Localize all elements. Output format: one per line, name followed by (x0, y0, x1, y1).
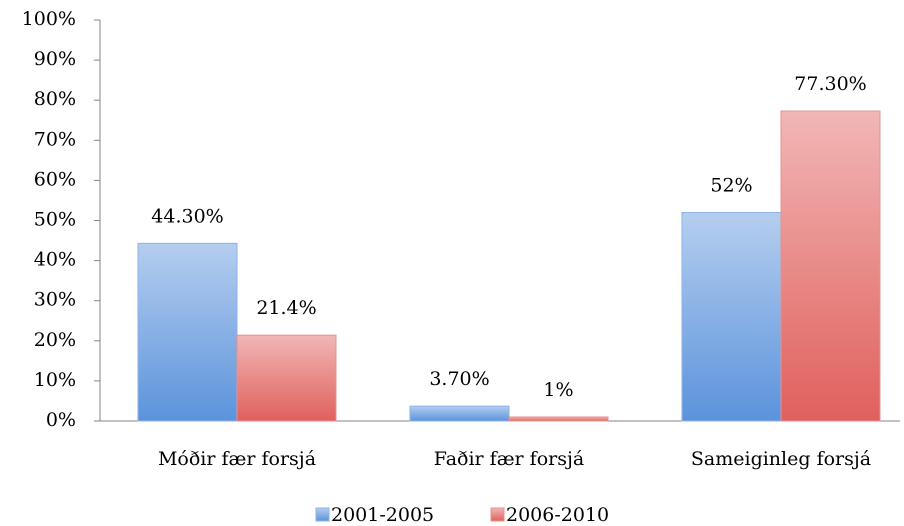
value-label: 1% (543, 379, 573, 401)
y-tick-label: 50% (34, 209, 76, 231)
bar (780, 110, 881, 422)
y-tick-label: 80% (34, 88, 76, 110)
bar (236, 334, 337, 422)
x-tick-label: Faðir fær forsjá (434, 448, 584, 470)
x-tick-label: Móðir fær forsjá (158, 448, 316, 470)
legend-label: 2006-2010 (506, 504, 609, 526)
value-label: 77.30% (794, 73, 866, 95)
y-tick-label: 100% (22, 8, 76, 30)
legend-swatch (490, 507, 505, 522)
x-tick-label: Sameiginleg forsjá (691, 448, 871, 470)
value-label: 52% (710, 174, 752, 196)
y-tick-label: 0% (46, 409, 76, 431)
bar (681, 211, 782, 422)
y-tick-label: 10% (34, 369, 76, 391)
bar (508, 416, 609, 422)
y-tick-label: 30% (34, 289, 76, 311)
value-label: 44.30% (151, 205, 223, 227)
value-label: 3.70% (429, 368, 489, 390)
value-label: 21.4% (256, 297, 316, 319)
legend-label: 2001-2005 (331, 504, 434, 526)
y-tick-label: 60% (34, 168, 76, 190)
bar (137, 242, 238, 422)
y-tick-label: 70% (34, 128, 76, 150)
bar (409, 405, 510, 422)
y-tick-label: 40% (34, 249, 76, 271)
y-tick-label: 20% (34, 329, 76, 351)
y-tick-label: 90% (34, 48, 76, 70)
legend-swatch (315, 507, 330, 522)
